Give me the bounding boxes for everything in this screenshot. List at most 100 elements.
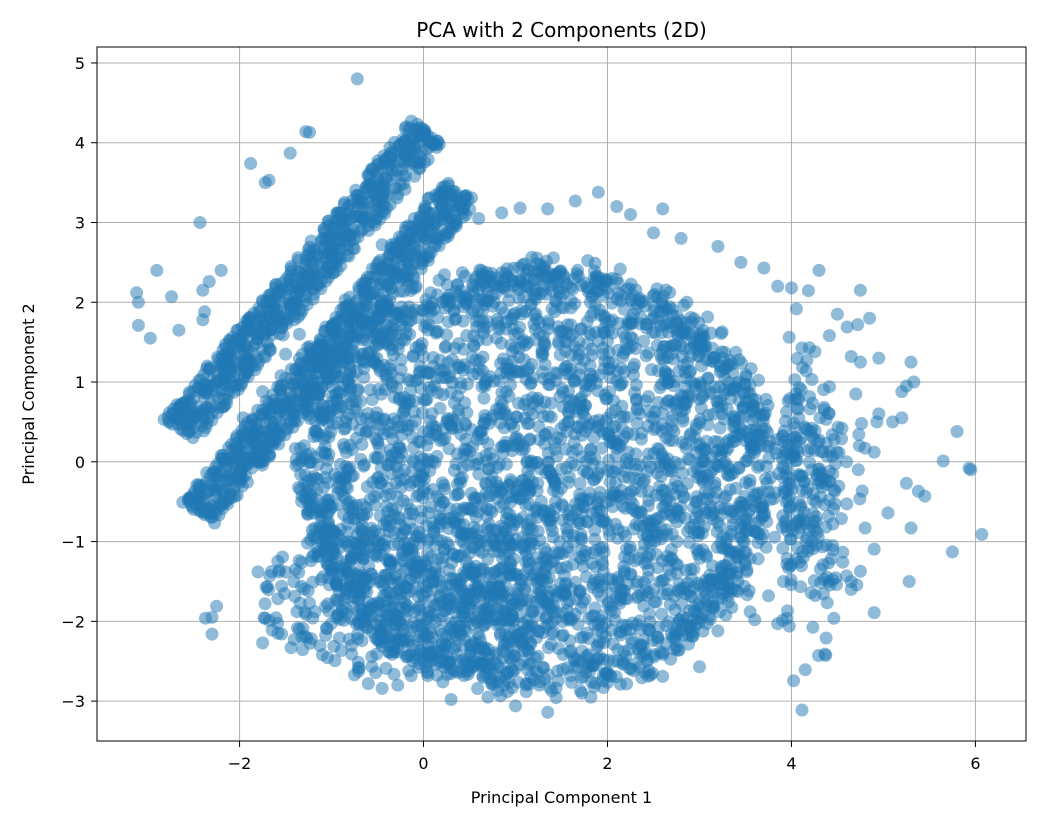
scatter-point bbox=[370, 169, 383, 182]
scatter-point bbox=[392, 343, 405, 356]
scatter-point bbox=[655, 510, 668, 523]
scatter-point bbox=[714, 422, 727, 435]
scatter-point bbox=[568, 427, 581, 440]
scatter-point bbox=[484, 447, 497, 460]
scatter-point bbox=[407, 349, 420, 362]
scatter-point bbox=[739, 512, 752, 525]
scatter-point bbox=[525, 618, 538, 631]
scatter-point bbox=[312, 279, 325, 292]
scatter-point bbox=[603, 363, 616, 376]
scatter-point bbox=[476, 315, 489, 328]
scatter-point bbox=[715, 327, 728, 340]
scatter-point bbox=[330, 579, 343, 592]
scatter-point bbox=[353, 522, 366, 535]
scatter-point bbox=[631, 618, 644, 631]
scatter-point bbox=[275, 628, 288, 641]
scatter-point bbox=[505, 653, 518, 666]
scatter-point bbox=[356, 634, 369, 647]
scatter-point bbox=[728, 411, 741, 424]
scatter-point bbox=[576, 500, 589, 513]
scatter-point bbox=[481, 602, 494, 615]
scatter-point bbox=[677, 415, 690, 428]
scatter-point bbox=[335, 644, 348, 657]
scatter-point bbox=[320, 533, 333, 546]
scatter-point bbox=[614, 628, 627, 641]
scatter-point bbox=[604, 670, 617, 683]
scatter-point bbox=[644, 461, 657, 474]
scatter-point bbox=[756, 502, 769, 515]
scatter-point bbox=[231, 332, 244, 345]
scatter-point bbox=[542, 317, 555, 330]
scatter-point bbox=[512, 397, 525, 410]
scatter-point bbox=[534, 556, 547, 569]
scatter-point bbox=[581, 466, 594, 479]
scatter-point bbox=[502, 547, 515, 560]
scatter-point bbox=[620, 456, 633, 469]
scatter-point bbox=[454, 573, 467, 586]
scatter-point bbox=[531, 456, 544, 469]
scatter-point bbox=[234, 379, 247, 392]
scatter-point bbox=[630, 393, 643, 406]
scatter-point bbox=[452, 359, 465, 372]
scatter-point bbox=[473, 492, 486, 505]
scatter-point bbox=[722, 358, 735, 371]
scatter-point bbox=[661, 550, 674, 563]
scatter-point bbox=[634, 638, 647, 651]
scatter-point bbox=[574, 393, 587, 406]
scatter-point bbox=[639, 584, 652, 597]
scatter-point bbox=[454, 527, 467, 540]
scatter-point bbox=[360, 425, 373, 438]
scatter-point bbox=[715, 577, 728, 590]
scatter-point bbox=[442, 315, 455, 328]
scatter-point bbox=[421, 648, 434, 661]
scatter-point bbox=[295, 455, 308, 468]
scatter-point bbox=[579, 593, 592, 606]
scatter-point bbox=[376, 579, 389, 592]
scatter-point bbox=[532, 650, 545, 663]
scatter-point bbox=[641, 516, 654, 529]
scatter-point bbox=[478, 378, 491, 391]
scatter-point bbox=[498, 638, 511, 651]
scatter-point bbox=[498, 586, 511, 599]
scatter-point bbox=[545, 397, 558, 410]
scatter-point bbox=[637, 476, 650, 489]
scatter-point bbox=[595, 590, 608, 603]
scatter-point bbox=[380, 553, 393, 566]
scatter-point bbox=[638, 538, 651, 551]
scatter-point bbox=[343, 633, 356, 646]
scatter-point bbox=[366, 626, 379, 639]
scatter-point bbox=[431, 450, 444, 463]
scatter-point bbox=[271, 592, 284, 605]
scatter-point bbox=[753, 459, 766, 472]
scatter-point bbox=[431, 552, 444, 565]
scatter-point bbox=[675, 389, 688, 402]
scatter-point bbox=[332, 207, 345, 220]
scatter-point bbox=[712, 396, 725, 409]
scatter-point bbox=[379, 619, 392, 632]
scatter-point bbox=[423, 318, 436, 331]
scatter-point bbox=[506, 490, 519, 503]
scatter-point bbox=[743, 523, 756, 536]
scatter-point bbox=[726, 518, 739, 531]
scatter-point bbox=[397, 623, 410, 636]
scatter-point bbox=[733, 375, 746, 388]
scatter-point bbox=[363, 541, 376, 554]
scatter-point bbox=[390, 381, 403, 394]
scatter-point bbox=[467, 368, 480, 381]
scatter-point bbox=[561, 368, 574, 381]
scatter-point bbox=[264, 344, 277, 357]
scatter-point bbox=[535, 264, 548, 277]
scatter-point bbox=[339, 561, 352, 574]
scatter-point bbox=[441, 668, 454, 681]
scatter-point bbox=[405, 374, 418, 387]
scatter-point bbox=[518, 412, 531, 425]
scatter-point bbox=[577, 631, 590, 644]
scatter-point bbox=[708, 380, 721, 393]
scatter-point bbox=[452, 408, 465, 421]
scatter-point bbox=[471, 452, 484, 465]
scatter-point bbox=[303, 241, 316, 254]
scatter-point bbox=[367, 598, 380, 611]
scatter-point bbox=[495, 337, 508, 350]
scatter-point bbox=[561, 604, 574, 617]
